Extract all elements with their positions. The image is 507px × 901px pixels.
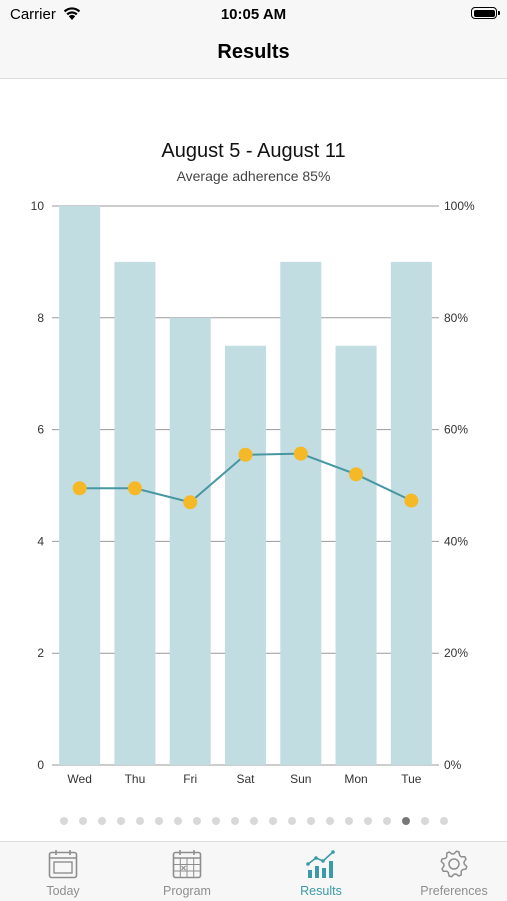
y-tick-label-left: 8: [37, 311, 44, 325]
tab-label-program: Program: [163, 884, 211, 898]
chart-title: August 5 - August 11: [161, 140, 346, 162]
x-tick-label: Wed: [67, 772, 91, 786]
y-tick-label-right: 60%: [444, 423, 468, 437]
page-dot[interactable]: [59, 817, 68, 825]
page-dot[interactable]: [268, 817, 277, 825]
y-tick-label-left: 10: [31, 199, 45, 213]
x-tick-label: Sat: [236, 772, 255, 786]
page-dot[interactable]: [401, 817, 410, 825]
bar: [280, 261, 322, 765]
bar: [225, 345, 266, 765]
gear-icon: [440, 850, 468, 878]
tab-program[interactable]: Program: [124, 842, 250, 901]
axis-labels: 0 0% 2 20% 4 40% 6 60% 8 80% 10 100% Wed Thu Fri Sat Sun…: [31, 199, 475, 786]
bar: [335, 345, 377, 765]
page-dot[interactable]: [230, 817, 239, 825]
page-dot[interactable]: [306, 817, 315, 825]
page-dot[interactable]: [363, 817, 372, 825]
calendar-grid-icon: [172, 850, 202, 879]
chart-icon: [306, 850, 335, 878]
navigation-bar: Results: [0, 28, 507, 79]
y-tick-label-right: 40%: [444, 534, 468, 548]
page-dot[interactable]: [287, 817, 296, 825]
page-dot[interactable]: [97, 817, 106, 825]
bar-series: [59, 206, 432, 765]
bar: [114, 261, 156, 765]
carrier-label: Carrier: [10, 6, 56, 23]
tab-label-preferences: Preferences: [420, 884, 488, 898]
page-dot[interactable]: [420, 817, 429, 825]
x-tick-label: Tue: [401, 772, 422, 786]
clock-label: 10:05 AM: [220, 6, 287, 23]
page-dot[interactable]: [325, 817, 334, 825]
y-tick-label-left: 2: [37, 646, 44, 660]
data-point: [404, 493, 419, 508]
page-indicator[interactable]: [0, 812, 507, 825]
data-point: [183, 495, 198, 510]
calendar-day-icon: [48, 850, 78, 879]
x-tick-label: Mon: [344, 772, 367, 786]
page-title: Results: [217, 41, 290, 63]
bar: [390, 261, 432, 765]
page-dot[interactable]: [211, 817, 220, 825]
tab-today[interactable]: Today: [0, 842, 126, 901]
y-tick-label-left: 6: [37, 423, 44, 437]
page-dot[interactable]: [249, 817, 258, 825]
page-dot[interactable]: [439, 817, 448, 825]
page-dot[interactable]: [154, 817, 163, 825]
page-dot[interactable]: [344, 817, 353, 825]
page-dot[interactable]: [382, 817, 391, 825]
x-tick-label: Thu: [125, 772, 146, 786]
page-dot[interactable]: [78, 817, 87, 825]
data-point: [127, 481, 142, 496]
y-tick-label-right: 20%: [444, 646, 468, 660]
y-tick-label-right: 80%: [444, 311, 468, 325]
tab-preferences[interactable]: Preferences: [391, 842, 507, 901]
y-tick-label-left: 4: [37, 534, 44, 548]
y-tick-label-left: 0: [37, 758, 44, 772]
wifi-icon: [63, 7, 81, 20]
adherence-chart: 0 0% 2 20% 4 40% 6 60% 8 80% 10 100% Wed Thu Fri Sat Sun…: [31, 199, 475, 786]
tab-label-today: Today: [46, 884, 80, 898]
data-point: [238, 447, 253, 462]
y-tick-label-right: 100%: [444, 199, 475, 213]
page-dot[interactable]: [135, 817, 144, 825]
tab-results[interactable]: Results: [258, 842, 384, 901]
status-bar: Carrier 10:05 AM: [0, 0, 507, 28]
page-dot[interactable]: [173, 817, 182, 825]
data-point: [349, 467, 364, 482]
tab-bar: Today Program Results: [0, 841, 507, 901]
battery-icon: [471, 7, 500, 19]
page-dot[interactable]: [192, 817, 201, 825]
bar: [169, 317, 211, 765]
tab-label-results: Results: [300, 884, 342, 898]
data-point: [293, 446, 308, 461]
chart-subtitle: Average adherence 85%: [176, 168, 331, 184]
page-dot[interactable]: [116, 817, 125, 825]
point-series: [72, 446, 419, 510]
data-point: [72, 481, 87, 496]
y-tick-label-right: 0%: [444, 758, 462, 772]
x-tick-label: Fri: [183, 772, 197, 786]
x-tick-label: Sun: [290, 772, 311, 786]
